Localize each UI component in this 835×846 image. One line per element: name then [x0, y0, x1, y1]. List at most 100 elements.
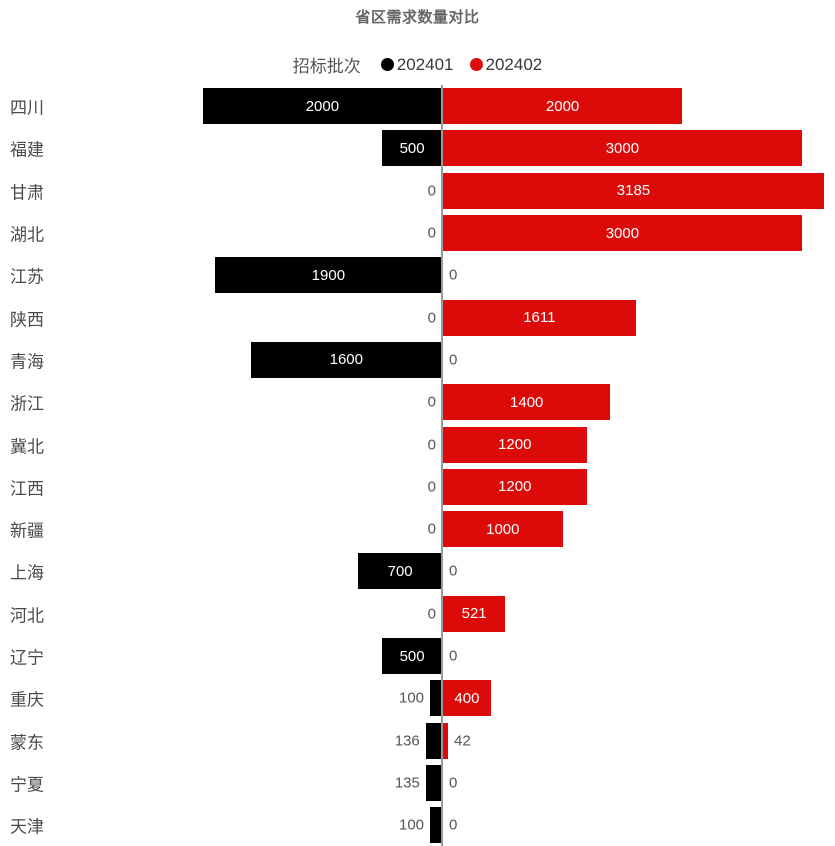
bar-value-label: 42	[454, 732, 471, 750]
bar-value-label: 0	[427, 478, 436, 496]
chart-row: 河北 0 521	[0, 593, 835, 635]
bar-value-label: 2000	[305, 97, 340, 115]
legend-item-202401[interactable]: 202401	[380, 54, 454, 75]
chart-row: 甘肃 0 3185	[0, 170, 835, 212]
legend-item-label: 202401	[396, 54, 454, 74]
bar-202401[interactable]: 2000	[202, 88, 442, 125]
category-label: 江苏	[10, 267, 44, 287]
bar-value-label: 1200	[498, 478, 532, 496]
bar-202402[interactable]: 3000	[443, 215, 802, 252]
bar-202401[interactable]: 500	[382, 130, 442, 167]
chart-row: 江苏 1900 0	[0, 254, 835, 296]
page-title: 省区需求数量对比	[355, 9, 480, 26]
category-label: 冀北	[10, 437, 44, 457]
bar-value-label: 0	[427, 309, 436, 327]
bar-value-label: 3000	[605, 224, 640, 242]
legend-item-202402[interactable]: 202402	[469, 54, 543, 75]
bar-value-label: 0	[427, 436, 436, 454]
bar-202402[interactable]: 1611	[443, 299, 636, 336]
category-label: 江西	[10, 479, 44, 499]
bar-value-label: 0	[449, 774, 458, 792]
category-label: 四川	[10, 98, 44, 118]
bar-202401[interactable]: 700	[358, 553, 442, 590]
category-label: 河北	[10, 606, 44, 626]
category-label: 湖北	[10, 225, 44, 245]
bar-value-label: 0	[427, 393, 436, 411]
bar-202402[interactable]: 1200	[443, 468, 587, 505]
bar-value-label: 1611	[523, 309, 556, 327]
bar-202401[interactable]	[430, 807, 442, 844]
bar-202402[interactable]: 1400	[443, 384, 611, 421]
bar-value-label: 0	[427, 520, 436, 538]
bar-202402[interactable]: 3185	[443, 172, 824, 209]
circle-marker-icon	[469, 58, 483, 71]
legend-title: 招标批次	[292, 57, 361, 76]
bar-202402[interactable]: 521	[443, 595, 506, 632]
bar-value-label: 100	[399, 816, 425, 834]
chart-row: 宁夏 135 0	[0, 762, 835, 804]
chart-row: 重庆 100 400	[0, 677, 835, 719]
bar-202401[interactable]: 500	[382, 638, 442, 675]
category-label: 陕西	[10, 310, 44, 330]
bar-value-label: 0	[449, 351, 458, 369]
bar-value-label: 500	[399, 647, 425, 665]
category-label: 新疆	[10, 521, 44, 541]
category-label: 蒙东	[10, 733, 44, 753]
category-label: 宁夏	[10, 775, 44, 795]
bar-value-label: 136	[394, 732, 420, 750]
bar-value-label: 1000	[486, 520, 520, 538]
chart-row: 天津 100 0	[0, 804, 835, 846]
bar-value-label: 400	[454, 689, 480, 707]
bar-202401[interactable]: 1600	[250, 341, 442, 378]
chart-row: 青海 1600 0	[0, 339, 835, 381]
bar-202401[interactable]	[425, 764, 442, 801]
bar-value-label: 700	[387, 562, 413, 580]
category-label: 天津	[10, 817, 44, 837]
category-label: 浙江	[10, 394, 44, 414]
chart-row: 陕西 0 1611	[0, 297, 835, 339]
bar-value-label: 135	[394, 774, 420, 792]
zero-axis-line	[441, 85, 443, 846]
bar-value-label: 3185	[616, 182, 651, 200]
bar-202401[interactable]	[425, 722, 442, 759]
chart-row: 福建 500 3000	[0, 127, 835, 169]
bar-202402[interactable]: 2000	[443, 88, 683, 125]
chart-row: 新疆 0 1000	[0, 508, 835, 550]
chart-row: 浙江 0 1400	[0, 381, 835, 423]
bar-value-label: 521	[461, 605, 487, 623]
bar-value-label: 2000	[545, 97, 580, 115]
bar-value-label: 1200	[498, 436, 532, 454]
chart-row: 四川 2000 2000	[0, 85, 835, 127]
category-label: 青海	[10, 352, 44, 372]
bar-202402[interactable]: 400	[443, 680, 491, 717]
chart-row: 辽宁 500 0	[0, 635, 835, 677]
chart-row: 冀北 0 1200	[0, 423, 835, 465]
bar-value-label: 3000	[605, 139, 640, 157]
category-label: 甘肃	[10, 183, 44, 203]
category-label: 上海	[10, 563, 44, 583]
bar-202402[interactable]: 1000	[443, 511, 563, 548]
chart-row: 江西 0 1200	[0, 466, 835, 508]
chart-row: 蒙东 136 42	[0, 720, 835, 762]
bar-value-label: 1900	[311, 266, 346, 284]
bar-value-label: 0	[427, 605, 436, 623]
bar-202402[interactable]: 3000	[443, 130, 802, 167]
bar-value-label: 0	[449, 647, 458, 665]
bar-value-label: 500	[399, 139, 425, 157]
bar-value-label: 0	[449, 562, 458, 580]
bar-202402[interactable]	[443, 722, 449, 759]
bar-202401[interactable]: 1900	[214, 257, 442, 294]
bar-value-label: 0	[449, 816, 458, 834]
legend: 招标批次 202401 202402	[0, 52, 835, 77]
bar-202401[interactable]	[430, 680, 442, 717]
bar-202402[interactable]: 1200	[443, 426, 587, 463]
bar-value-label: 100	[399, 689, 425, 707]
category-label: 辽宁	[10, 648, 44, 668]
plot-area: 四川 2000 2000 福建 500 3000 甘肃 0 3185 湖北 0 3000 江苏 1900 0…	[0, 85, 835, 846]
bar-value-label: 1400	[510, 393, 544, 411]
legend-item-label: 202402	[485, 54, 543, 74]
category-label: 福建	[10, 140, 44, 160]
circle-marker-icon	[380, 58, 394, 71]
bar-value-label: 0	[449, 266, 458, 284]
